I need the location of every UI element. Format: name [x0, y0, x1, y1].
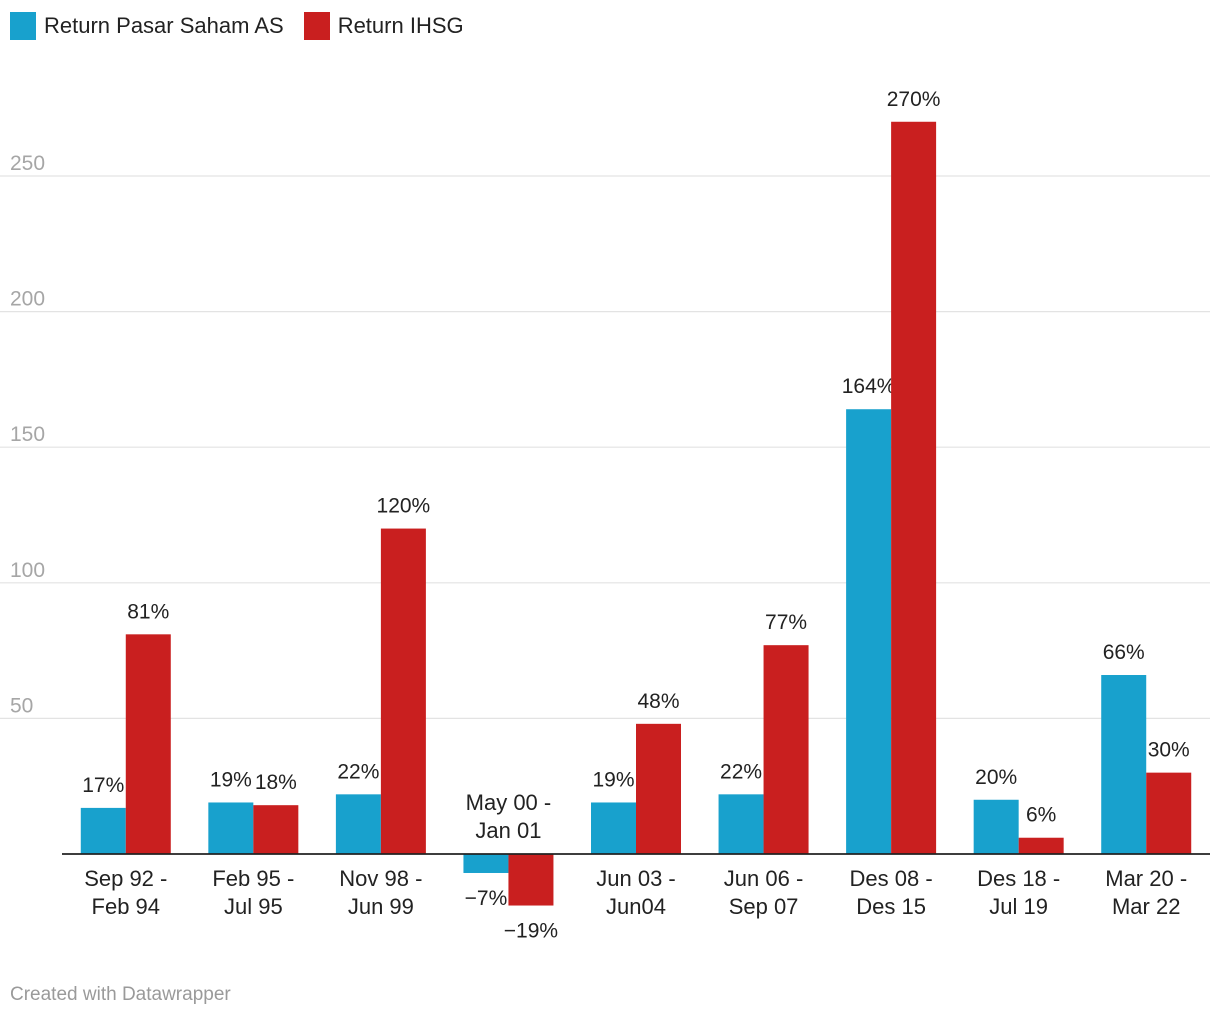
x-tick-label: Des 08 - [850, 866, 933, 891]
y-tick-label: 50 [10, 694, 33, 717]
data-label: 164% [842, 375, 896, 398]
x-tick-label: Jan 01 [475, 818, 541, 843]
x-tick-label: Nov 98 - [339, 866, 422, 891]
data-label: 22% [720, 760, 762, 783]
data-label: 120% [377, 495, 431, 518]
legend: Return Pasar Saham AS Return IHSG [10, 12, 464, 40]
data-label: 30% [1148, 739, 1190, 762]
bar [973, 799, 1019, 854]
legend-swatch-us [10, 12, 36, 40]
data-label: 18% [255, 771, 297, 794]
legend-item-us: Return Pasar Saham AS [10, 12, 284, 40]
data-label: 19% [210, 768, 252, 791]
legend-swatch-ihsg [303, 12, 330, 40]
data-label: 20% [975, 766, 1017, 789]
data-label: 48% [637, 690, 679, 713]
bar [763, 645, 809, 854]
data-label: 77% [765, 611, 807, 634]
bar [846, 409, 892, 854]
bar [591, 802, 636, 854]
data-label: 19% [592, 768, 634, 791]
y-tick-label: 200 [10, 288, 45, 311]
y-tick-label: 100 [10, 559, 45, 582]
x-tick-label: Jun 99 [348, 894, 414, 919]
x-tick-label: May 00 - [466, 790, 552, 815]
bar [80, 807, 126, 854]
x-tick-label: Sep 92 - [84, 866, 167, 891]
bar [380, 528, 426, 854]
bar [636, 723, 681, 854]
data-label: −19% [504, 920, 558, 943]
bar [253, 805, 299, 854]
data-label: 270% [887, 88, 941, 111]
x-tick-label: Jul 19 [989, 894, 1048, 919]
x-tick-label: Sep 07 [729, 894, 799, 919]
footer-credit: Created with Datawrapper [10, 984, 231, 1005]
bar [463, 854, 509, 873]
y-tick-label: 250 [10, 152, 45, 175]
legend-item-ihsg: Return IHSG [303, 12, 464, 40]
bar [1018, 837, 1064, 854]
x-tick-label: Jun 03 - [596, 866, 676, 891]
y-tick-label: 150 [10, 423, 45, 446]
bar [718, 794, 764, 854]
bar [125, 634, 171, 854]
data-label: 66% [1103, 641, 1145, 664]
bar [335, 794, 381, 854]
x-tick-label: Jun04 [606, 894, 666, 919]
bar [208, 802, 254, 854]
data-label: 17% [82, 774, 124, 797]
x-tick-label: Jun 06 - [724, 866, 804, 891]
x-tick-label: Jul 95 [224, 894, 283, 919]
x-tick-label: Des 18 - [977, 866, 1060, 891]
data-label: 22% [337, 760, 379, 783]
legend-label-ihsg: Return IHSG [337, 13, 464, 38]
x-tick-label: Feb 95 - [212, 866, 294, 891]
data-label: 81% [127, 600, 169, 623]
data-label: −7% [465, 887, 508, 910]
bar [891, 121, 937, 854]
legend-label-us: Return Pasar Saham AS [44, 13, 284, 38]
data-label: 6% [1026, 804, 1056, 827]
bar [1146, 772, 1192, 854]
bar [508, 854, 554, 906]
x-tick-label: Mar 22 [1112, 894, 1180, 919]
bar [1101, 675, 1147, 854]
x-tick-label: Feb 94 [92, 894, 161, 919]
x-tick-label: Mar 20 - [1105, 866, 1187, 891]
x-tick-label: Des 15 [856, 894, 926, 919]
